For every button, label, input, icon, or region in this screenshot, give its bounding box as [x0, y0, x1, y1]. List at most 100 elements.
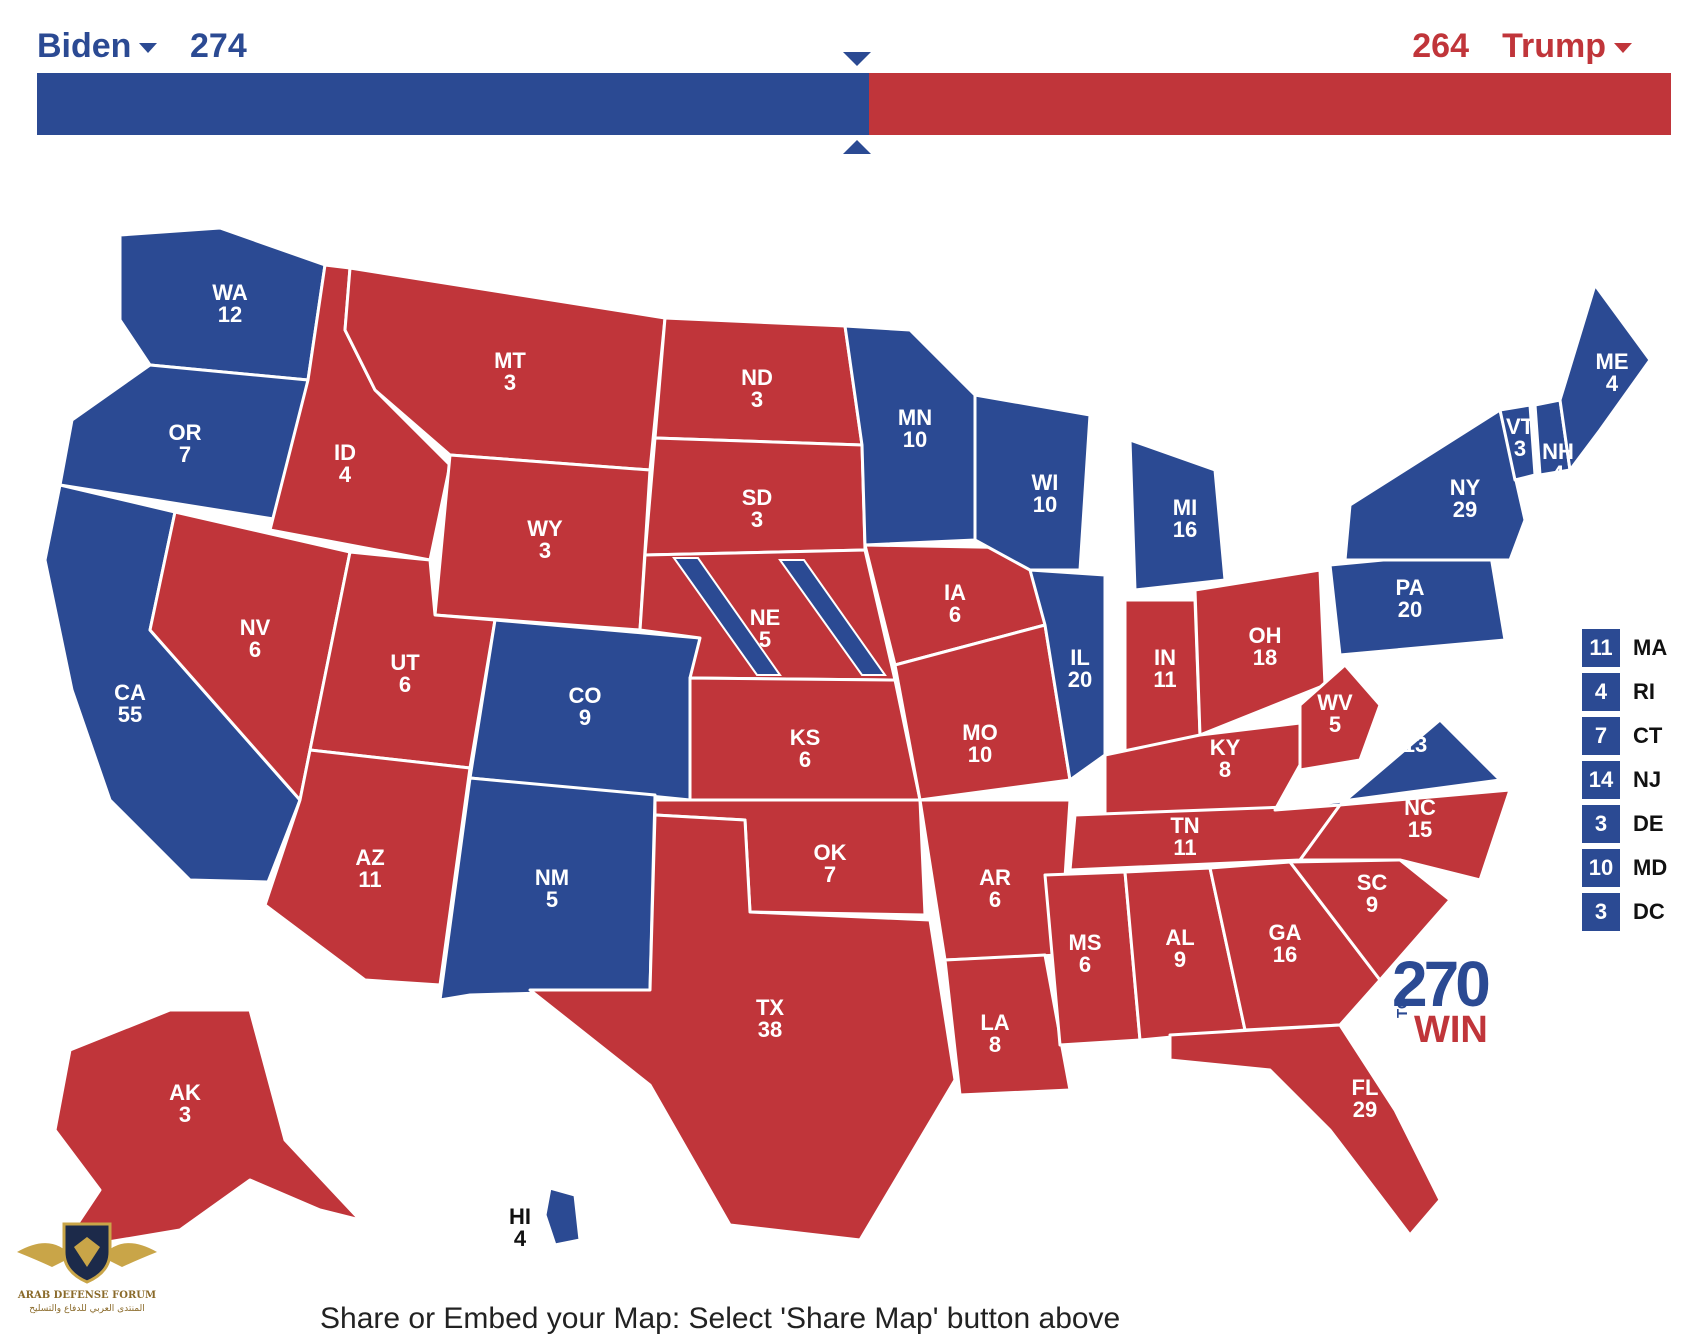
- ne-district-stripe-1: [672, 557, 782, 676]
- state-label-mt: MT: [494, 348, 526, 373]
- small-state-ev: 4: [1582, 673, 1620, 711]
- state-az[interactable]: [263, 748, 472, 987]
- state-ev-sd: 3: [751, 507, 763, 532]
- state-ev-il: 20: [1068, 667, 1092, 692]
- small-state-ev: 3: [1582, 805, 1620, 843]
- state-ev-nc: 15: [1408, 817, 1432, 842]
- small-state-ev: 14: [1582, 761, 1620, 799]
- small-state-abbr: MD: [1633, 855, 1668, 880]
- left-candidate-selector[interactable]: Biden: [37, 22, 165, 70]
- state-ev-ia: 6: [949, 602, 961, 627]
- small-state-abbr: CT: [1633, 723, 1663, 748]
- small-state-abbr: RI: [1633, 679, 1655, 704]
- state-ev-nd: 3: [751, 387, 763, 412]
- state-il[interactable]: [1028, 568, 1107, 782]
- threshold-marker-bottom-icon: [843, 140, 871, 154]
- state-ev-ca: 55: [118, 702, 142, 727]
- state-label-ky: KY: [1210, 735, 1241, 760]
- logo-number: 270: [1392, 948, 1491, 1020]
- electoral-vote-bar: [37, 73, 1671, 135]
- state-wv[interactable]: [1298, 663, 1382, 772]
- state-ev-nh: 4: [1552, 461, 1565, 486]
- small-state-md[interactable]: 10 MD: [1582, 848, 1667, 888]
- state-label-sd: SD: [742, 485, 773, 510]
- state-ev-va: 13: [1403, 732, 1427, 757]
- state-ev-la: 8: [989, 1032, 1001, 1057]
- right-candidate-selector[interactable]: Trump: [1502, 22, 1640, 70]
- shield-logo-icon: [17, 1222, 157, 1284]
- state-label-mi: MI: [1173, 495, 1197, 520]
- state-label-me: ME: [1596, 349, 1629, 374]
- state-or[interactable]: [58, 363, 310, 522]
- 270towin-logo: 270 TO WIN: [1392, 952, 1502, 1052]
- watermark-arabic: المنتدى العربي للدفاع والتسليح: [29, 1304, 145, 1314]
- state-label-la: LA: [980, 1010, 1009, 1035]
- state-label-wi: WI: [1032, 470, 1059, 495]
- small-state-nj[interactable]: 14 NJ: [1582, 760, 1661, 800]
- state-la[interactable]: [943, 953, 1072, 1097]
- state-label-ca: CA: [114, 680, 146, 705]
- state-va[interactable]: [1273, 718, 1502, 812]
- state-label-oh: OH: [1249, 623, 1282, 648]
- state-vt[interactable]: [1498, 403, 1537, 482]
- state-label-nd: ND: [741, 365, 773, 390]
- state-mi[interactable]: [1128, 438, 1227, 592]
- small-state-ri[interactable]: 4 RI: [1582, 672, 1655, 712]
- small-state-ev: 7: [1582, 717, 1620, 755]
- state-label-fl: FL: [1352, 1075, 1379, 1100]
- state-label-nv: NV: [240, 615, 271, 640]
- state-label-ak: AK: [169, 1080, 201, 1105]
- state-fl[interactable]: [1168, 1023, 1442, 1237]
- state-label-sc: SC: [1357, 870, 1388, 895]
- small-state-dc[interactable]: 3 DC: [1582, 892, 1665, 932]
- state-ev-hi: 4: [514, 1226, 527, 1251]
- state-label-va: VA: [1401, 710, 1430, 735]
- state-ev-tn: 11: [1173, 835, 1196, 860]
- right-candidate-name: Trump: [1502, 27, 1606, 65]
- state-me[interactable]: [1558, 283, 1652, 472]
- state-ev-nv: 6: [249, 637, 261, 662]
- threshold-marker-top-icon: [843, 52, 871, 66]
- chevron-down-icon: [139, 43, 158, 54]
- state-ev-ks: 6: [799, 747, 811, 772]
- state-label-wv: WV: [1317, 690, 1353, 715]
- state-label-il: IL: [1070, 645, 1090, 670]
- small-state-ma[interactable]: 11 MA: [1582, 628, 1667, 668]
- state-nc[interactable]: [1298, 788, 1512, 882]
- small-state-abbr: DE: [1633, 811, 1664, 836]
- small-state-ct[interactable]: 7 CT: [1582, 716, 1662, 756]
- state-ev-wa: 12: [218, 302, 242, 327]
- state-ev-mi: 16: [1173, 517, 1197, 542]
- state-ev-wv: 5: [1329, 712, 1341, 737]
- state-label-al: AL: [1165, 925, 1194, 950]
- logo-win: WIN: [1414, 1009, 1488, 1051]
- state-label-ms: MS: [1069, 930, 1102, 955]
- state-tx[interactable]: [528, 813, 957, 1242]
- watermark-english: ARAB DEFENSE FORUM: [17, 1290, 157, 1301]
- state-ev-co: 9: [579, 705, 591, 730]
- state-label-ok: OK: [814, 840, 847, 865]
- state-ev-ny: 29: [1453, 497, 1477, 522]
- state-label-ut: UT: [390, 650, 420, 675]
- state-ev-ne: 5: [759, 627, 771, 652]
- small-state-abbr: DC: [1633, 899, 1665, 924]
- state-ev-mn: 10: [903, 427, 927, 452]
- small-state-de[interactable]: 3 DE: [1582, 804, 1664, 844]
- state-ny[interactable]: [1343, 408, 1527, 562]
- state-ev-az: 11: [358, 867, 381, 892]
- right-candidate-total: 264: [1412, 27, 1469, 65]
- state-ak[interactable]: [53, 1008, 362, 1252]
- state-ev-ut: 6: [399, 672, 411, 697]
- state-ev-nm: 5: [546, 887, 558, 912]
- state-ga[interactable]: [1208, 860, 1382, 1032]
- state-ev-or: 7: [179, 442, 191, 467]
- state-ms[interactable]: [1043, 870, 1142, 1047]
- state-hi[interactable]: [543, 1186, 582, 1247]
- state-wi[interactable]: [973, 393, 1092, 572]
- state-label-nm: NM: [535, 865, 569, 890]
- arab-defense-forum-watermark: ARAB DEFENSE FORUM المنتدى العربي للدفاع…: [12, 1212, 157, 1322]
- ne-district-stripe-2: [778, 559, 887, 676]
- chevron-down-icon: [1614, 43, 1632, 54]
- state-ev-id: 4: [339, 462, 352, 487]
